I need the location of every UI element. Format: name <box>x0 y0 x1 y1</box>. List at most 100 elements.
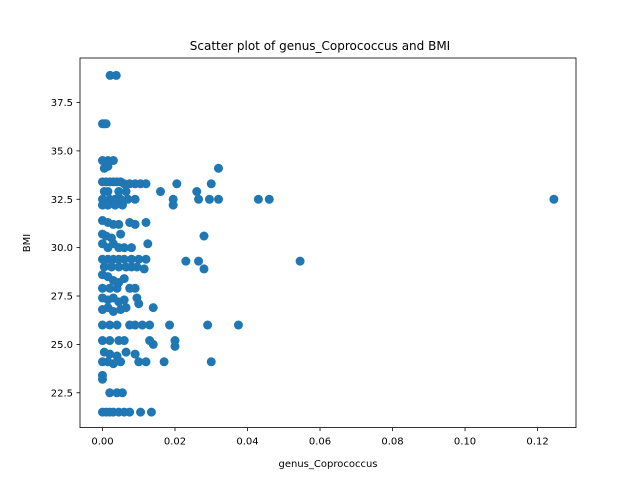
data-points <box>97 70 559 417</box>
data-point <box>204 194 214 204</box>
x-tick-label: 0.06 <box>309 437 331 448</box>
data-point <box>148 339 158 349</box>
data-point <box>105 349 115 359</box>
data-point <box>121 347 131 357</box>
data-point <box>181 256 191 266</box>
data-point <box>136 407 146 417</box>
y-axis-ticks: 22.5 25.0 27.5 30.0 32.5 35.0 37.5 <box>51 98 80 399</box>
data-point <box>119 295 129 305</box>
data-point <box>130 194 140 204</box>
x-tick-label: 0.02 <box>164 437 186 448</box>
data-point <box>132 262 142 272</box>
data-point <box>97 374 107 384</box>
data-point <box>141 179 151 189</box>
y-tick-label: 37.5 <box>51 98 73 109</box>
x-tick-label: 0.00 <box>91 437 113 448</box>
data-point <box>168 194 178 204</box>
data-point <box>105 283 115 293</box>
y-tick-label: 32.5 <box>51 195 73 206</box>
data-point <box>130 349 140 359</box>
data-point <box>134 357 144 367</box>
y-tick-label: 27.5 <box>51 292 73 303</box>
data-point <box>114 262 124 272</box>
data-point <box>114 219 124 229</box>
data-point <box>233 320 243 330</box>
chart-title: Scatter plot of genus_Coprococcus and BM… <box>190 39 450 53</box>
data-point <box>126 243 136 253</box>
data-point <box>264 194 274 204</box>
data-point <box>97 336 107 346</box>
data-point <box>192 187 202 197</box>
x-tick-label: 0.10 <box>454 437 476 448</box>
x-axis-label: genus_Coprococcus <box>278 459 377 470</box>
data-point <box>141 217 151 227</box>
data-point <box>114 187 124 197</box>
data-point <box>112 283 122 293</box>
data-point <box>295 256 305 266</box>
data-point <box>111 70 121 80</box>
y-tick-label: 35.0 <box>51 146 73 157</box>
data-point <box>105 70 115 80</box>
y-axis-label: BMI <box>22 234 33 252</box>
x-tick-label: 0.04 <box>236 437 258 448</box>
data-point <box>134 299 144 309</box>
data-point <box>103 187 113 197</box>
data-point <box>203 320 213 330</box>
y-tick-label: 25.0 <box>51 340 73 351</box>
data-point <box>134 254 144 264</box>
data-point <box>148 303 158 313</box>
data-point <box>145 320 155 330</box>
data-point <box>206 357 216 367</box>
data-point <box>130 320 140 330</box>
data-point <box>121 303 131 313</box>
data-point <box>130 219 140 229</box>
data-point <box>108 156 118 166</box>
data-point <box>119 274 129 284</box>
data-point <box>121 187 131 197</box>
data-point <box>549 194 559 204</box>
data-point <box>206 179 216 189</box>
data-point <box>101 119 111 129</box>
y-tick-label: 30.0 <box>51 243 73 254</box>
data-point <box>108 307 118 316</box>
data-point <box>137 320 147 330</box>
data-point <box>165 320 175 330</box>
data-point <box>143 239 153 249</box>
x-tick-label: 0.08 <box>381 437 403 448</box>
x-tick-label: 0.12 <box>526 437 548 448</box>
data-point <box>116 229 126 239</box>
data-point <box>97 320 107 330</box>
data-point <box>105 388 115 398</box>
data-point <box>103 161 113 171</box>
data-point <box>139 264 149 274</box>
data-point <box>141 254 151 264</box>
data-point <box>125 407 135 417</box>
data-point <box>170 341 180 351</box>
y-tick-label: 22.5 <box>51 388 73 399</box>
data-point <box>199 264 209 274</box>
data-point <box>214 163 223 173</box>
data-point <box>117 388 127 398</box>
data-point <box>117 200 127 210</box>
data-point <box>146 407 156 417</box>
data-point <box>159 357 169 367</box>
data-point <box>99 262 109 272</box>
data-point <box>97 283 107 293</box>
data-point <box>105 320 115 330</box>
data-point <box>214 194 223 204</box>
data-point <box>194 194 204 204</box>
data-point <box>107 262 117 272</box>
data-point <box>112 320 122 330</box>
data-point <box>116 357 126 367</box>
data-point <box>108 359 118 369</box>
x-axis-ticks: 0.00 0.02 0.04 0.06 0.08 0.10 0.12 <box>91 427 549 448</box>
data-point <box>110 200 120 210</box>
data-point <box>103 200 113 210</box>
data-point <box>199 231 209 241</box>
data-point <box>119 254 129 264</box>
plot-frame <box>79 57 577 429</box>
data-point <box>105 336 115 346</box>
data-point <box>253 194 263 204</box>
